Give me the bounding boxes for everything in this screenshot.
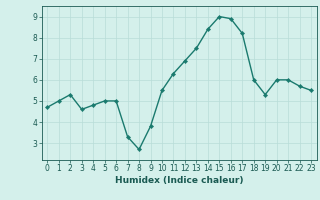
X-axis label: Humidex (Indice chaleur): Humidex (Indice chaleur) <box>115 176 244 185</box>
